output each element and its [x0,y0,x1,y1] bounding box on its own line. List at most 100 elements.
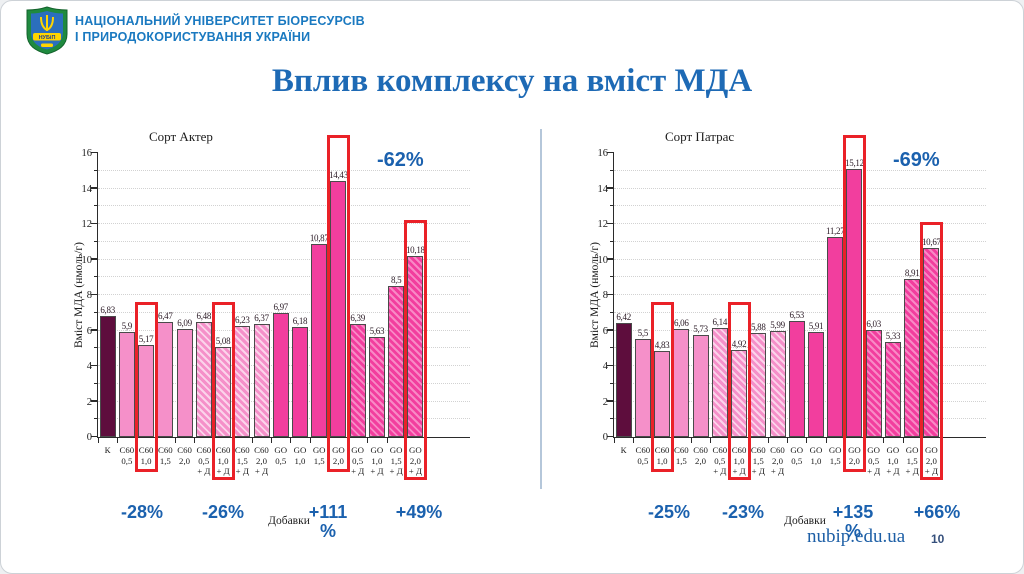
percent-change-label: -23% [721,502,765,522]
x-axis-tick [633,438,635,443]
bar [846,168,863,437]
chart-title: Сорт Патрас [665,129,735,144]
percent-change-label: +111 % [308,502,348,541]
y-axis-tick [94,240,98,242]
x-category-label: С60 2,0 + Д [770,445,785,476]
x-category-label: GO 2,0 + Д [408,445,422,476]
x-axis-tick [386,438,388,443]
y-axis-tick [94,382,98,384]
bar [138,345,155,437]
bar [711,328,728,437]
x-category-label: GO 1,5 + Д [389,445,403,476]
bar-value-label: 10,67 [921,236,941,247]
x-category-label: С60 1,0 [138,445,154,466]
bar [388,286,405,437]
gridline [98,187,470,189]
bar-value-label: 5,63 [369,326,385,337]
bar-value-label: 5,5 [637,328,649,339]
bar-value-label: 10,18 [405,245,425,256]
y-axis-tick [94,169,98,171]
x-category-label: С60 0,5 [635,445,651,466]
y-axis-tick [91,400,98,402]
x-category-label: GO 1,5 [312,445,326,466]
gridline [98,169,470,171]
y-axis-tick [94,311,98,313]
y-axis-tick [91,187,98,189]
x-category-label: С60 1,5 [157,445,173,466]
y-axis-tick [91,435,98,437]
footer-website: nubip.edu.ua [807,526,906,547]
gridline [614,187,986,189]
gridline [614,205,986,207]
x-category-label: GO 2,0 [332,445,345,466]
x-category-label: С60 1,5 [673,445,689,466]
x-category-label: С60 2,0 [177,445,192,466]
bar [769,330,786,437]
y-axis-tick [91,293,98,295]
highlight-box [919,222,943,480]
y-axis-tick [607,258,614,260]
x-axis-label: Добавки [268,515,310,527]
percent-change-label: -25% [647,502,691,522]
x-category-label: С60 1,5 + Д [234,445,250,476]
y-tick-label: 8 [86,290,92,301]
bar [272,313,289,437]
y-tick-label: 2 [602,396,608,408]
y-axis-tick [91,222,98,224]
bar-value-label: 15,12 [845,157,864,168]
gridline [614,258,986,260]
y-axis-tick [607,187,614,189]
plot-area: 0 2 4 6 8 10 12 14 16 6,83 К 5,9 С60 0,5 5,17 С60 1,0 6,4… [82,135,470,480]
y-tick-label: 4 [86,361,92,372]
y-axis-tick [610,347,614,349]
bar-value-label: 5,08 [215,335,231,346]
x-category-label: GO 1,0 [293,445,307,466]
bar [215,346,232,437]
bar-value-label: 6,39 [350,312,365,323]
bar-value-label: 8,91 [904,267,920,278]
x-category-label: GO 1,5 [828,445,842,466]
x-axis-tick [367,438,369,443]
x-category-label: GO 0,5 [274,445,288,466]
bar [615,323,632,437]
bar-value-label: 11,27 [825,225,845,236]
y-tick-label: 12 [81,219,93,230]
x-category-label: GO 0,5 [790,445,804,466]
bar [176,328,193,437]
x-axis-tick [251,438,253,443]
y-tick-label: 16 [597,148,609,159]
x-axis-tick [614,438,615,443]
y-axis-tick [610,169,614,171]
bar [673,329,690,437]
gridline [614,169,986,171]
x-axis-tick [117,438,119,443]
y-axis-tick [94,418,98,420]
y-axis-tick [607,435,614,437]
bar-value-label: 6,97 [273,302,289,313]
bar-value-label: 4,83 [654,340,670,351]
gridline [614,223,986,224]
bar [731,349,748,437]
bar-value-label: 5,99 [770,319,785,330]
x-axis-label: Добавки [784,515,826,527]
y-tick-label: 6 [86,325,92,337]
x-category-label: С60 0,5 + Д [196,445,212,476]
bar-value-label: 10,87 [309,233,329,244]
percent-change-label: +135 % [832,502,874,541]
y-axis-tick [91,151,98,153]
bar-value-label: 5,91 [808,321,824,332]
highlight-box [650,302,674,472]
x-category-label: GO 2,0 [848,445,861,466]
x-category-label: С60 1,0 + Д [215,445,231,476]
bar-value-label: 6,03 [866,318,881,329]
bar-value-label: 5,9 [121,321,133,332]
x-category-label: К [104,445,111,455]
bar [654,351,671,437]
gridline [98,294,470,295]
gridline [98,276,470,278]
gridline [98,240,470,242]
y-axis-tick [91,329,98,331]
y-axis-tick [610,240,614,242]
x-category-label: С60 0,5 + Д [712,445,728,476]
y-axis-tick [610,276,614,278]
